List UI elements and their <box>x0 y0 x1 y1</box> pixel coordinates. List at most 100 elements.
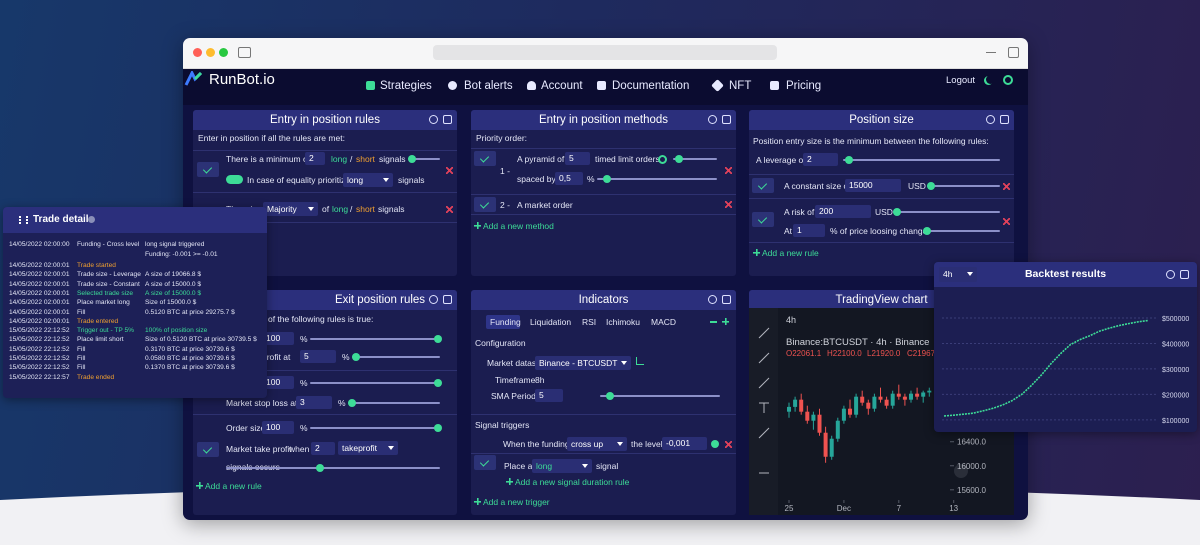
add-link[interactable]: Add a new method <box>483 221 554 231</box>
minimize-dot[interactable] <box>206 48 215 57</box>
help-icon[interactable] <box>429 295 438 304</box>
select[interactable]: cross up <box>567 437 627 451</box>
chart-icon[interactable] <box>636 357 644 365</box>
slider-handle[interactable] <box>316 464 324 472</box>
add-icon[interactable] <box>506 478 513 485</box>
active-tab[interactable] <box>486 315 520 329</box>
select[interactable]: takeprofit <box>338 441 398 455</box>
slider[interactable] <box>310 335 442 343</box>
help-icon[interactable] <box>1166 270 1175 279</box>
delete-button[interactable] <box>446 167 453 174</box>
settings-icon[interactable] <box>722 115 731 124</box>
check-button[interactable] <box>752 178 774 193</box>
number-input[interactable]: 2 <box>311 442 335 455</box>
toolbar-icon[interactable] <box>758 352 770 364</box>
close-dot[interactable] <box>193 48 202 57</box>
settings-icon[interactable] <box>722 295 731 304</box>
number-input[interactable]: -0,001 <box>662 437 707 450</box>
slider-handle[interactable] <box>675 155 683 163</box>
check-button[interactable] <box>197 442 219 457</box>
slider[interactable] <box>923 227 1000 235</box>
help-icon[interactable] <box>708 115 717 124</box>
select[interactable]: long <box>532 459 592 473</box>
check-button[interactable] <box>474 197 496 212</box>
logout-link[interactable]: Logout <box>946 75 976 86</box>
add-link[interactable]: Add a new trigger <box>483 497 550 507</box>
add-link[interactable]: Add a new rule <box>205 481 262 491</box>
slider-handle[interactable] <box>352 353 360 361</box>
help-icon[interactable] <box>986 115 995 124</box>
slider-handle[interactable] <box>923 227 931 235</box>
toolbar-icon[interactable] <box>758 327 770 339</box>
number-input[interactable]: 2 <box>803 153 838 166</box>
settings-icon[interactable] <box>443 295 452 304</box>
new-tab-icon[interactable] <box>986 52 996 54</box>
gear-icon[interactable] <box>658 155 667 164</box>
toolbar-icon[interactable] <box>758 377 770 389</box>
delete-button[interactable] <box>1003 183 1010 190</box>
slider-handle[interactable] <box>603 175 611 183</box>
slider-handle[interactable] <box>845 156 853 164</box>
check-button[interactable] <box>474 151 496 166</box>
sidebar-icon[interactable] <box>238 47 251 58</box>
add-icon[interactable] <box>196 482 203 489</box>
drag-handle[interactable] <box>19 216 28 224</box>
slider-handle[interactable] <box>893 208 901 216</box>
number-input[interactable]: 15000 <box>845 179 901 192</box>
number-input[interactable]: 3 <box>296 396 332 409</box>
toolbar-icon[interactable] <box>758 427 770 439</box>
settings-icon[interactable] <box>1180 270 1189 279</box>
slider[interactable] <box>310 424 442 432</box>
delete-button[interactable] <box>1003 218 1010 225</box>
tab[interactable]: Funding <box>490 317 521 327</box>
toggle[interactable] <box>226 175 243 184</box>
delete-button[interactable] <box>725 201 732 208</box>
nav-item[interactable]: Strategies <box>380 80 432 92</box>
slider[interactable] <box>408 155 440 163</box>
number-input[interactable]: 100 <box>262 421 294 434</box>
check-button[interactable] <box>752 212 774 227</box>
add-icon[interactable] <box>474 222 481 229</box>
nav-item[interactable]: Bot alerts <box>464 80 513 92</box>
slider-handle[interactable] <box>408 155 416 163</box>
number-input[interactable]: 5 <box>565 152 590 165</box>
nav-item[interactable]: Documentation <box>612 80 690 92</box>
slider[interactable] <box>893 208 1000 216</box>
number-input[interactable]: 0,5 <box>555 172 583 185</box>
check-button[interactable] <box>197 162 219 177</box>
delete-button[interactable] <box>446 206 453 213</box>
number-input[interactable]: 5 <box>535 389 563 402</box>
number-input[interactable]: 100 <box>262 332 294 345</box>
slider[interactable] <box>597 175 717 183</box>
slider-handle[interactable] <box>606 392 614 400</box>
help-icon[interactable] <box>429 115 438 124</box>
delete-button[interactable] <box>725 167 732 174</box>
theme-toggle[interactable] <box>986 75 995 84</box>
add-tab[interactable] <box>722 318 729 325</box>
slider[interactable] <box>310 379 442 387</box>
delete-button[interactable] <box>725 441 732 448</box>
scroll-button[interactable] <box>954 464 968 478</box>
number-input[interactable]: 1 <box>793 224 825 237</box>
tabs-icon[interactable] <box>1008 47 1019 58</box>
settings-icon[interactable] <box>443 115 452 124</box>
nav-item[interactable]: NFT <box>729 80 752 92</box>
select[interactable]: long <box>343 173 393 187</box>
number-input[interactable]: 100 <box>262 376 294 389</box>
help-icon[interactable] <box>708 295 717 304</box>
add-link[interactable]: Add a new signal duration rule <box>515 477 630 487</box>
settings-icon[interactable] <box>1000 115 1009 124</box>
info-icon[interactable] <box>88 216 95 223</box>
slider[interactable] <box>843 156 1000 164</box>
logo-text[interactable]: RunBot.io <box>209 71 275 88</box>
number-input[interactable]: 2 <box>305 152 325 165</box>
select[interactable]: Majority <box>263 202 318 216</box>
nav-item[interactable]: Account <box>541 80 583 92</box>
tab[interactable]: Ichimoku <box>606 317 641 327</box>
add-icon[interactable] <box>474 498 481 505</box>
slider-handle[interactable] <box>348 399 356 407</box>
tab[interactable]: Liquidation <box>530 317 572 327</box>
remove-tab[interactable] <box>710 321 717 323</box>
tab[interactable]: RSI <box>582 317 597 327</box>
slider[interactable] <box>600 392 720 400</box>
